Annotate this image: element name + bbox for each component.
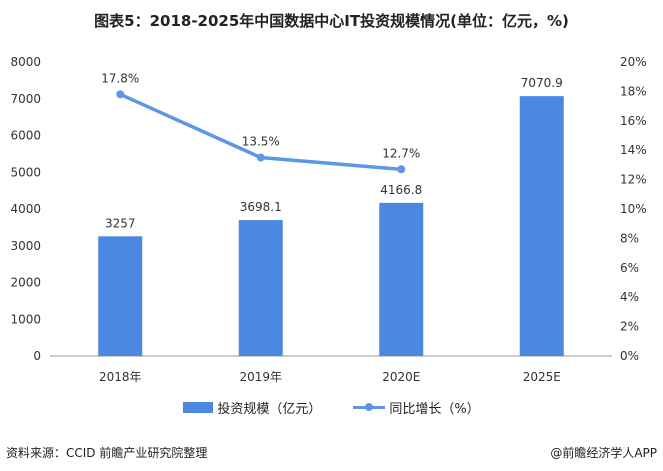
y-right-tick-label: 0%: [620, 349, 639, 363]
y-right-tick-label: 14%: [620, 143, 647, 157]
x-tick-label: 2019年: [239, 370, 282, 384]
chart-title: 图表5：2018-2025年中国数据中心IT投资规模情况(单位：亿元，%): [94, 12, 569, 30]
x-tick-label: 2025E: [523, 370, 561, 384]
y-right-tick-label: 6%: [620, 261, 639, 275]
bar: [379, 202, 424, 356]
y-right-tick-label: 20%: [620, 55, 647, 69]
legend-bar-label: 投资规模（亿元）: [217, 402, 322, 417]
bar-data-label: 3698.1: [240, 200, 282, 214]
y-right-tick-label: 2%: [620, 320, 639, 334]
credit-note: @前瞻经济学人APP: [550, 446, 657, 460]
line-data-label: 17.8%: [101, 71, 139, 85]
y-right-tick-label: 4%: [620, 290, 639, 304]
y-left-tick-label: 5000: [10, 165, 41, 179]
bar: [98, 236, 143, 356]
y-left-tick-label: 3000: [10, 239, 41, 253]
y-left-tick-label: 8000: [10, 55, 41, 69]
bar: [238, 220, 283, 356]
legend-bar: 投资规模（亿元）: [183, 398, 321, 417]
line-point: [256, 153, 265, 162]
y-right-tick-label: 10%: [620, 202, 647, 216]
bar-data-label: 3257: [105, 216, 136, 230]
legend-line-label: 同比增长（%）: [389, 402, 480, 417]
legend-bar-swatch: [183, 402, 214, 413]
bar-data-label: 7070.9: [521, 76, 563, 90]
legend-line-swatch: [353, 403, 386, 411]
bar-data-label: 4166.8: [380, 183, 422, 197]
line-data-label: 13.5%: [242, 135, 280, 149]
y-right-tick-label: 16%: [620, 114, 647, 128]
x-tick-label: 2020E: [382, 370, 420, 384]
y-left-tick-label: 4000: [10, 202, 41, 216]
y-left-tick-label: 6000: [10, 129, 41, 143]
bar: [519, 96, 564, 357]
line-point: [116, 90, 125, 99]
y-right-tick-label: 8%: [620, 231, 639, 245]
line-point: [397, 165, 406, 174]
y-left-tick-label: 2000: [10, 276, 41, 290]
y-left-tick-label: 7000: [10, 92, 41, 106]
y-right-tick-label: 18%: [620, 84, 647, 98]
line-data-label: 12.7%: [382, 146, 420, 160]
legend: 投资规模（亿元） 同比增长（%）: [0, 398, 663, 417]
source-note: 资料来源：CCID 前瞻产业研究院整理: [6, 446, 208, 460]
x-tick-label: 2018年: [99, 370, 142, 384]
y-left-tick-label: 1000: [10, 312, 41, 326]
y-left-tick-label: 0: [33, 349, 41, 363]
legend-line: 同比增长（%）: [353, 398, 480, 417]
y-right-tick-label: 12%: [620, 173, 647, 187]
